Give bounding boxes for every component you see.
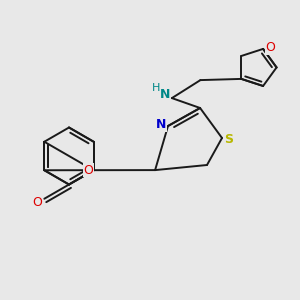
Text: N: N xyxy=(160,88,170,101)
Text: O: O xyxy=(32,196,42,209)
Text: S: S xyxy=(224,133,233,146)
Text: O: O xyxy=(83,164,93,177)
Text: N: N xyxy=(156,118,167,131)
Text: O: O xyxy=(266,41,275,54)
Text: H: H xyxy=(152,83,160,94)
